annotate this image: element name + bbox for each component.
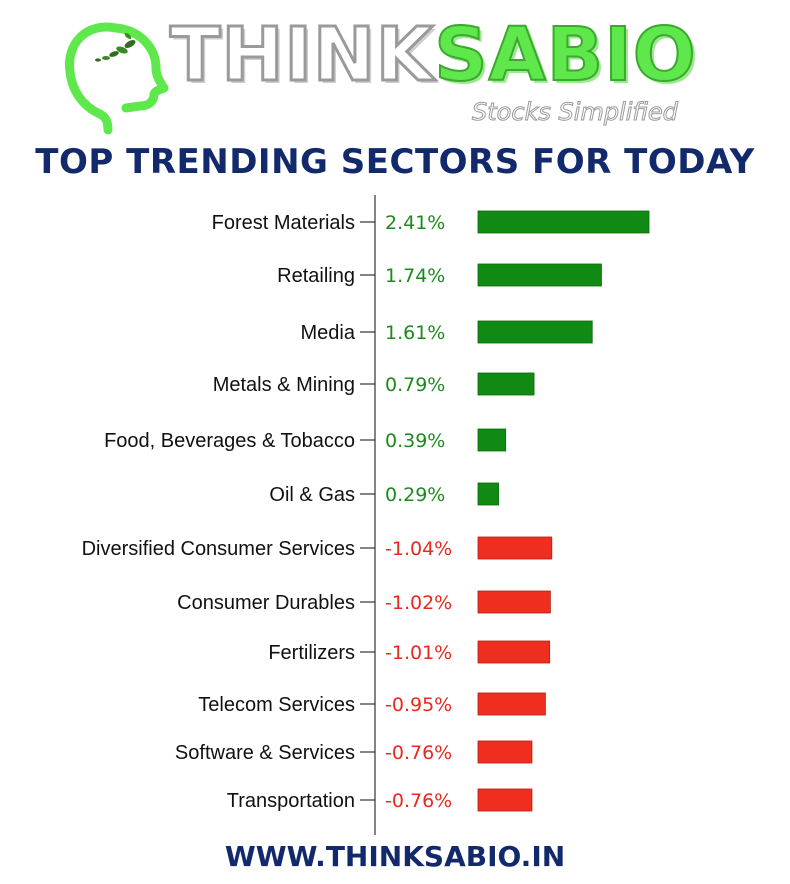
bar <box>477 320 593 344</box>
bar <box>477 640 551 664</box>
bar <box>477 788 533 812</box>
category-label: Diversified Consumer Services <box>82 538 355 560</box>
value-label: -0.76% <box>385 742 452 764</box>
value-label: 1.61% <box>385 322 445 344</box>
head-leaf-icon <box>65 22 169 135</box>
category-label: Fertilizers <box>268 642 355 664</box>
bar <box>477 740 533 764</box>
category-label: Telecom Services <box>198 694 355 716</box>
category-label: Oil & Gas <box>269 484 355 506</box>
value-label: -1.04% <box>385 538 452 560</box>
brand-tagline: Stocks Simplified <box>472 98 679 127</box>
bar <box>477 428 507 452</box>
value-label: 0.39% <box>385 430 445 452</box>
bar <box>477 692 546 716</box>
category-label: Software & Services <box>175 742 355 764</box>
category-label: Media <box>301 322 356 344</box>
value-label: 0.79% <box>385 374 445 396</box>
category-label: Food, Beverages & Tobacco <box>104 430 355 452</box>
category-label: Transportation <box>227 790 355 812</box>
value-label: -1.01% <box>385 642 452 664</box>
bar <box>477 536 553 560</box>
value-label: -0.76% <box>385 790 452 812</box>
value-label: 1.74% <box>385 265 445 287</box>
bar <box>477 590 551 614</box>
brand-sabio: SABIO <box>433 12 697 98</box>
brand-wordmark: THINKSABIO <box>168 17 696 94</box>
value-label: -0.95% <box>385 694 452 716</box>
bar <box>477 263 602 287</box>
category-label: Retailing <box>277 265 355 287</box>
website-footer: WWW.THINKSABIO.IN <box>224 840 566 873</box>
chart-title: TOP TRENDING SECTORS FOR TODAY <box>35 142 755 182</box>
bar <box>477 482 499 506</box>
brand-logo: THINKSABIO Stocks Simplified <box>60 10 720 135</box>
value-label: -1.02% <box>385 592 452 614</box>
category-label: Forest Materials <box>212 212 355 234</box>
bar <box>477 210 650 234</box>
category-label: Metals & Mining <box>213 374 355 396</box>
value-label: 2.41% <box>385 212 445 234</box>
value-label: 0.29% <box>385 484 445 506</box>
category-label: Consumer Durables <box>177 592 355 614</box>
bar <box>477 372 535 396</box>
brand-think: THINK <box>168 12 435 98</box>
